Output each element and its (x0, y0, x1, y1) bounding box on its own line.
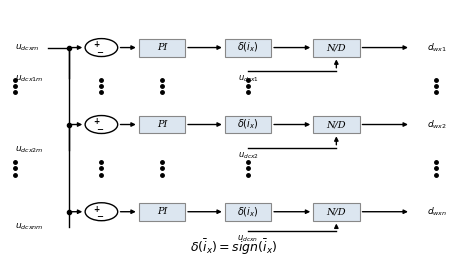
Text: +: + (94, 40, 100, 49)
Text: PI: PI (157, 207, 167, 216)
FancyBboxPatch shape (225, 203, 271, 221)
Text: +: + (94, 117, 100, 126)
Text: $\it{u}_{dcx2}$: $\it{u}_{dcx2}$ (238, 150, 258, 161)
Text: $\it{d}_{wx2}$: $\it{d}_{wx2}$ (427, 118, 447, 131)
Text: PI: PI (157, 43, 167, 52)
Text: $\it{u}_{dcx2m}$: $\it{u}_{dcx2m}$ (15, 145, 44, 155)
FancyBboxPatch shape (139, 203, 185, 221)
FancyBboxPatch shape (313, 39, 359, 57)
Text: $\it{u}_{dcxm}$: $\it{u}_{dcxm}$ (15, 42, 40, 53)
Text: N/D: N/D (327, 207, 346, 216)
Circle shape (85, 39, 117, 57)
FancyBboxPatch shape (139, 39, 185, 57)
Text: $\delta(i_x)$: $\delta(i_x)$ (237, 118, 259, 131)
Text: −: − (96, 212, 103, 221)
Text: $\it{d}_{wxn}$: $\it{d}_{wxn}$ (427, 205, 447, 218)
Text: N/D: N/D (327, 43, 346, 52)
Text: N/D: N/D (327, 120, 346, 129)
FancyBboxPatch shape (139, 116, 185, 133)
Text: $\delta(\bar{i}_x) = sign(\bar{i}_x)$: $\delta(\bar{i}_x) = sign(\bar{i}_x)$ (190, 238, 278, 257)
Text: $\delta(i_x)$: $\delta(i_x)$ (237, 205, 259, 218)
Text: +: + (94, 205, 100, 213)
Circle shape (85, 116, 117, 133)
Text: PI: PI (157, 120, 167, 129)
FancyBboxPatch shape (225, 39, 271, 57)
Text: $\it{u}_{dcx1m}$: $\it{u}_{dcx1m}$ (15, 73, 44, 84)
Text: $\it{u}_{dcxnm}$: $\it{u}_{dcxnm}$ (15, 222, 44, 232)
Text: $\it{u}_{dcx1}$: $\it{u}_{dcx1}$ (238, 73, 258, 84)
Text: $\delta(i_x)$: $\delta(i_x)$ (237, 41, 259, 54)
FancyBboxPatch shape (225, 116, 271, 133)
Text: $\it{u}_{dcxn}$: $\it{u}_{dcxn}$ (237, 234, 258, 244)
Text: $\it{d}_{wx1}$: $\it{d}_{wx1}$ (427, 41, 447, 54)
FancyBboxPatch shape (313, 203, 359, 221)
Circle shape (85, 203, 117, 221)
FancyBboxPatch shape (313, 116, 359, 133)
Text: −: − (96, 48, 103, 57)
Text: −: − (96, 125, 103, 134)
